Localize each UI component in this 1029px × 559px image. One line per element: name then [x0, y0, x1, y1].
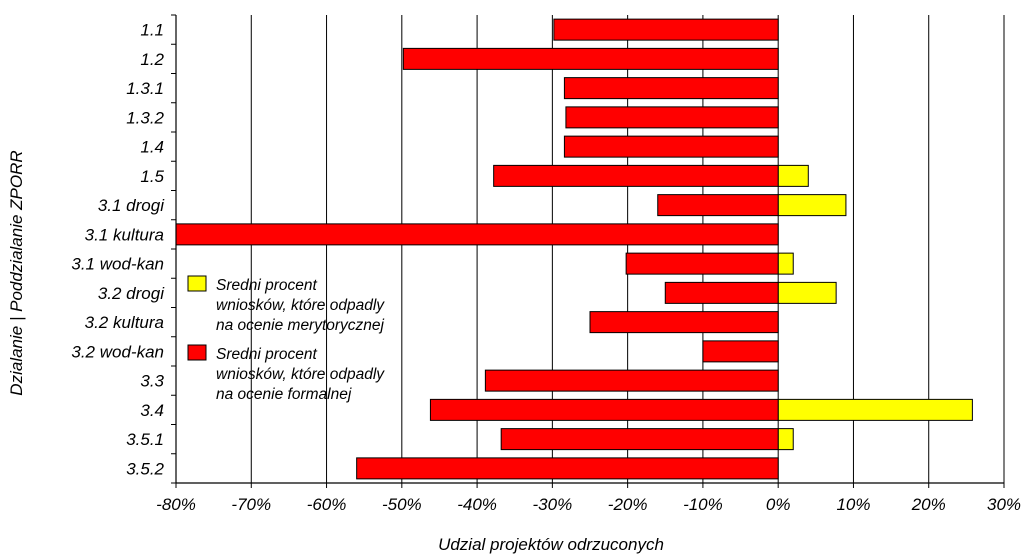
- bar: [777, 398, 973, 421]
- y-tick-label: 3.4: [140, 401, 164, 420]
- y-tick-label: 3.5.2: [126, 459, 164, 478]
- bar: [565, 106, 779, 129]
- bar: [777, 164, 809, 187]
- y-tick-label: 1.4: [140, 138, 164, 157]
- x-tick-label: 30%: [987, 495, 1021, 514]
- bar: [777, 281, 837, 304]
- legend: Sredni procent wniosków, które odpadly na …: [187, 275, 385, 403]
- y-tick-label: 3.1 drogi: [98, 196, 165, 215]
- bars: [175, 18, 973, 480]
- x-tick-label: 0%: [766, 495, 791, 514]
- bar: [777, 428, 794, 451]
- bar: [563, 135, 779, 158]
- x-tick-label: -20%: [608, 495, 648, 514]
- legend-label: na ocenie merytorycznej: [216, 317, 385, 334]
- x-tick-label: -10%: [683, 495, 723, 514]
- bar: [484, 369, 779, 392]
- x-tick-label: -60%: [307, 495, 347, 514]
- y-tick-label: 3.3: [140, 372, 164, 391]
- y-axis-title: Dzialanie | Poddzialanie ZPORR: [7, 150, 26, 395]
- y-tick-label: 3.2 kultura: [85, 313, 164, 332]
- x-tick-label: 20%: [911, 495, 946, 514]
- y-tick-label: 1.5: [140, 167, 164, 186]
- y-tick-label: 3.1 wod-kan: [71, 255, 164, 274]
- bar: [493, 164, 779, 187]
- x-tick-label: -50%: [382, 495, 422, 514]
- legend-label: Sredni procent: [216, 346, 318, 363]
- y-tick-label: 3.5.1: [126, 430, 164, 449]
- x-tick-label: -80%: [156, 495, 196, 514]
- bar: [402, 47, 779, 70]
- legend-swatch: [187, 344, 207, 361]
- bar: [625, 252, 779, 275]
- bar: [657, 194, 779, 217]
- x-tick-label: -40%: [457, 495, 497, 514]
- legend-label: wniosków, które odpadly: [216, 297, 385, 314]
- y-tick-label: 3.2 drogi: [98, 284, 165, 303]
- bar: [777, 252, 794, 275]
- y-tick-label: 1.3.1: [126, 79, 164, 98]
- y-tick-label: 3.1 kultura: [85, 225, 164, 244]
- bar: [664, 281, 779, 304]
- x-axis-title: Udzial projektów odrzuconych: [438, 535, 664, 554]
- y-tick-label: 3.2 wod-kan: [71, 342, 164, 361]
- bar: [500, 428, 779, 451]
- bar: [356, 457, 779, 480]
- bar: [175, 223, 779, 246]
- bar: [563, 77, 779, 100]
- legend-label: Sredni procent: [216, 277, 318, 294]
- bar: [777, 194, 847, 217]
- y-tick-label: 1.2: [140, 50, 164, 69]
- bar: [702, 340, 779, 363]
- legend-swatch: [187, 275, 207, 292]
- bar: [589, 311, 779, 334]
- x-tick-label: -70%: [231, 495, 271, 514]
- y-tick-label: 1.3.2: [126, 108, 164, 127]
- bar: [553, 18, 779, 41]
- x-tick-label: 10%: [836, 495, 870, 514]
- bar: [429, 398, 779, 421]
- x-tick-label: -30%: [533, 495, 573, 514]
- legend-label: na ocenie formalnej: [216, 386, 352, 403]
- y-tick-label: 1.1: [140, 21, 164, 40]
- legend-label: wniosków, które odpadly: [216, 366, 385, 383]
- axes: 1.1 1.2 1.3.1 1.3.2 1.4 1.5 3.1 drogi 3.1 kultu…: [71, 14, 1021, 514]
